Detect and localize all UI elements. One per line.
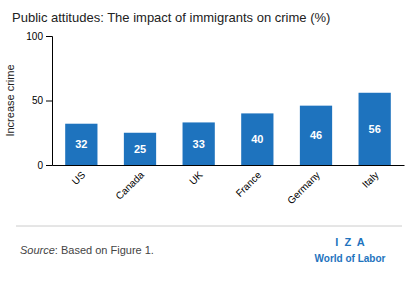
- data-labels: 32 25 33 40 46 56: [75, 123, 381, 155]
- x-tick: France: [234, 165, 264, 199]
- y-tick: 100: [26, 31, 52, 42]
- y-tick-label: 100: [26, 31, 43, 42]
- bar: [359, 93, 391, 165]
- brand: I Z A: [335, 236, 365, 248]
- bar: [183, 122, 215, 165]
- bar: [241, 113, 273, 165]
- source-label: Source: [20, 244, 55, 256]
- bars: [65, 93, 391, 165]
- brand-subtitle: World of Labor: [315, 253, 386, 264]
- separator: [16, 226, 402, 227]
- data-label: 46: [310, 129, 322, 141]
- y-axis: 0 50 100: [26, 31, 52, 171]
- x-tick-label: Canada: [113, 169, 146, 202]
- y-tick-label: 0: [37, 160, 43, 171]
- y-axis-title: Increase crime: [4, 64, 16, 136]
- y-tick-label: 50: [32, 95, 44, 106]
- chart-root: Public attitudes: The impact of immigran…: [0, 0, 418, 291]
- source: Source: Based on Figure 1.: [20, 244, 154, 256]
- data-label: 25: [134, 143, 146, 155]
- y-tick-mark: [46, 165, 52, 166]
- y-tick: 0: [37, 160, 52, 171]
- bar: [65, 124, 97, 165]
- x-axis-line: [53, 165, 405, 166]
- x-tick-label: France: [234, 169, 264, 199]
- y-axis-line: [46, 37, 53, 166]
- plot: 0 50 100 US Canada UK France Germany Italy 32 25 33…: [26, 31, 404, 206]
- x-tick: Italy: [360, 165, 381, 190]
- y-tick: 50: [32, 95, 52, 106]
- x-tick: Germany: [285, 165, 322, 206]
- bar: [124, 133, 156, 165]
- x-tick-label: UK: [187, 169, 205, 187]
- bar: [300, 106, 332, 165]
- x-tick-label: Italy: [360, 169, 381, 190]
- x-tick-label: Germany: [285, 169, 322, 206]
- y-tick-mark: [46, 101, 52, 102]
- data-label: 33: [193, 138, 205, 150]
- data-label: 32: [75, 138, 87, 150]
- x-tick: US: [70, 165, 88, 187]
- data-label: 40: [251, 133, 263, 145]
- x-tick: UK: [187, 165, 205, 187]
- x-tick: Canada: [113, 165, 146, 202]
- data-label: 56: [369, 123, 381, 135]
- y-tick-mark: [46, 36, 52, 37]
- x-tick-label: US: [70, 169, 88, 187]
- source-text: : Based on Figure 1.: [55, 244, 154, 256]
- x-axis: US Canada UK France Germany Italy: [53, 165, 405, 206]
- title: Public attitudes: The impact of immigran…: [12, 10, 330, 25]
